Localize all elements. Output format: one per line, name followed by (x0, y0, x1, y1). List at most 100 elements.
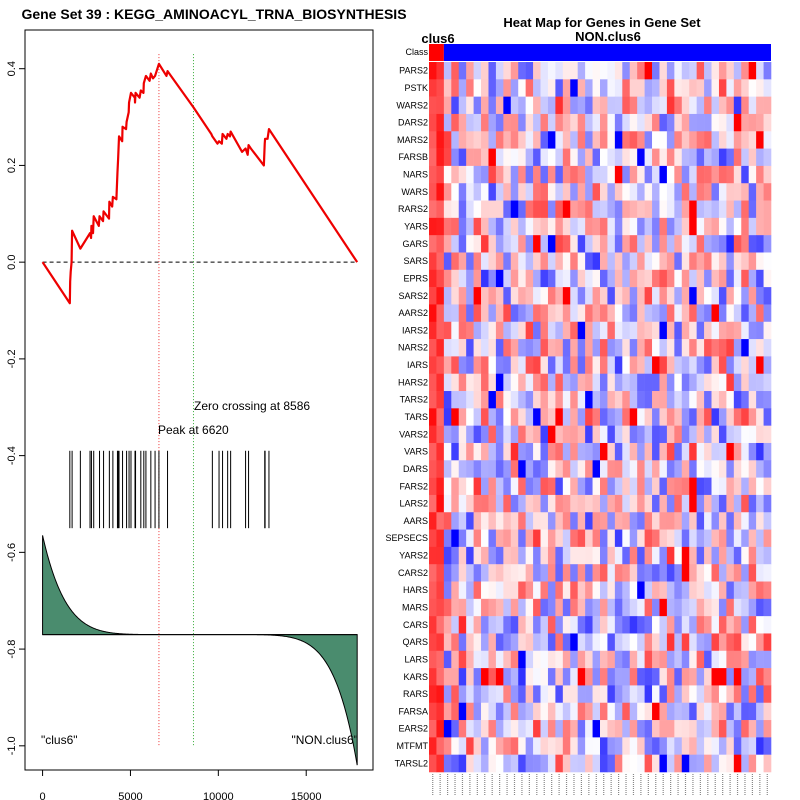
heatmap-cell (473, 702, 482, 721)
heatmap-cell (510, 494, 519, 513)
heatmap-cell (562, 685, 571, 704)
heatmap-cell (614, 235, 623, 253)
heatmap-cell (652, 131, 660, 149)
heatmap-cell (607, 373, 616, 392)
heatmap-cell (741, 391, 749, 409)
heatmap-cell (436, 200, 445, 219)
heatmap-cell (622, 287, 631, 305)
heatmap-cell (607, 668, 616, 686)
heatmap-cell (562, 598, 571, 617)
heatmap-cell (533, 650, 541, 669)
heatmap-cell (488, 200, 497, 219)
heatmap-cell (748, 720, 757, 738)
heatmap-cell (666, 304, 675, 323)
heatmap-cell (585, 702, 593, 721)
heatmap-cell (518, 668, 526, 686)
heatmap-cell (443, 442, 452, 461)
heatmap-cell (429, 685, 437, 704)
heatmap-cell (518, 581, 526, 600)
heatmap-cell (748, 581, 757, 600)
heatmap-cell (689, 148, 697, 167)
heatmap-cell (637, 339, 645, 357)
heatmap-cell (555, 564, 564, 582)
heatmap-cell (681, 442, 690, 461)
heatmap-cell (689, 269, 697, 288)
heatmap-cell (518, 633, 526, 652)
heatmap-cell (451, 512, 460, 530)
heatmap-cell (570, 564, 578, 582)
y-tick-label: -0.6 (6, 543, 18, 562)
heatmap-cell (607, 581, 616, 600)
heatmap-cell (451, 148, 460, 167)
heatmap-cell (510, 113, 519, 132)
heatmap-cell (741, 546, 749, 565)
heatmap-cell (510, 339, 519, 357)
heatmap-cell (652, 512, 660, 530)
heatmap-cell (533, 477, 541, 496)
heatmap-cell (443, 287, 452, 305)
heatmap-cell (503, 200, 512, 219)
heatmap-cell (436, 529, 445, 548)
heatmap-cell (481, 287, 489, 305)
heatmap-cell (674, 460, 683, 478)
heatmap-cell (600, 148, 608, 167)
heatmap-cell (436, 408, 445, 426)
heatmap-cell (525, 685, 534, 704)
heatmap-cell (458, 546, 467, 565)
heatmap-cell (629, 494, 638, 513)
heatmap-cell (726, 287, 735, 305)
heatmap-cell (518, 494, 526, 513)
heatmap-cell (592, 287, 601, 305)
heatmap-cell (466, 598, 474, 617)
heatmap-cell (466, 79, 474, 97)
heatmap-cell (689, 96, 697, 115)
heatmap-cell (458, 598, 467, 617)
heatmap-cell (696, 62, 705, 80)
heatmap-cell (495, 269, 504, 288)
heatmap-cell (741, 720, 749, 738)
heatmap-cell (741, 564, 749, 582)
heatmap-cell (458, 529, 467, 548)
heatmap-cell (518, 546, 526, 565)
heatmap-cell (704, 408, 712, 426)
heatmap-cell (570, 754, 578, 773)
heatmap-cell (681, 235, 690, 253)
heatmap-cell (503, 737, 512, 755)
heatmap-cell (555, 650, 564, 669)
heatmap-cell (562, 650, 571, 669)
heatmap-cell (607, 598, 616, 617)
gene-label: WARS (401, 187, 428, 197)
heatmap-cell (525, 408, 534, 426)
heatmap-cell (614, 408, 623, 426)
heatmap-cell (451, 269, 460, 288)
heatmap-cell (466, 616, 474, 634)
heatmap-cell (644, 685, 653, 704)
heatmap-cell (481, 512, 489, 530)
heatmap-cell (429, 391, 437, 409)
heatmap-cell (704, 425, 712, 444)
heatmap-cell (429, 460, 437, 478)
heatmap-cell (600, 685, 608, 704)
heatmap-cell (570, 737, 578, 755)
heatmap-cell (540, 183, 549, 201)
heatmap-cell (481, 339, 489, 357)
heatmap-cell (763, 148, 772, 167)
heatmap-cell (473, 442, 482, 461)
heatmap-cell (644, 408, 653, 426)
heatmap-cell (562, 564, 571, 582)
heatmap-cell (570, 321, 578, 340)
heatmap-cell (585, 477, 593, 496)
heatmap-cell (666, 685, 675, 704)
heatmap-cell (458, 581, 467, 600)
heatmap-cell (488, 460, 497, 478)
heatmap-cell (652, 425, 660, 444)
heatmap-cell (458, 494, 467, 513)
heatmap-cell (533, 373, 541, 392)
heatmap-cell (533, 304, 541, 323)
heatmap-cell (495, 373, 504, 392)
heatmap-cell (518, 373, 526, 392)
heatmap-cell (518, 183, 526, 201)
heatmap-cell (570, 148, 578, 167)
heatmap-cell (466, 217, 474, 236)
heatmap-cell (696, 529, 705, 548)
